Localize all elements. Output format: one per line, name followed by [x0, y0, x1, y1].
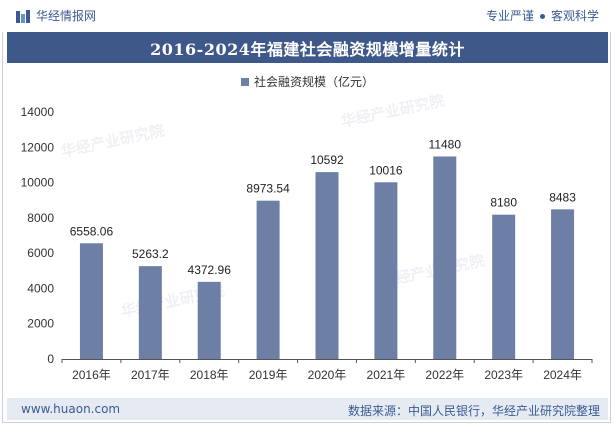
brand-name: 华经情报网 — [36, 9, 97, 23]
data-label: 4372.96 — [188, 263, 232, 277]
y-tick-label: 10000 — [21, 176, 55, 190]
bar — [197, 281, 221, 359]
data-label: 8180 — [490, 196, 517, 210]
data-source: 数据来源：中国人民银行，华经产业研究院整理 — [347, 404, 600, 418]
bars-group: 6558.06 5263.2 4372.96 8973.54 10592 10016 114… — [70, 137, 576, 359]
data-label: 10016 — [369, 163, 403, 177]
footer-url[interactable]: www.huaon.com — [21, 402, 121, 416]
bar — [256, 200, 280, 359]
top-bar: 华经情报网 专业严谨 客观科学 — [0, 0, 615, 32]
huajing-logo-icon — [16, 9, 32, 23]
data-label: 11480 — [429, 137, 462, 151]
x-tick-label: 2021年 — [367, 368, 406, 382]
legend-label: 社会融资规模（亿元） — [253, 75, 374, 89]
y-tick-label: 2000 — [27, 317, 54, 331]
x-tick-label: 2024年 — [543, 368, 582, 382]
legend-swatch — [240, 77, 249, 86]
x-tick-label: 2016年 — [72, 368, 111, 382]
y-tick-label: 14000 — [21, 105, 55, 119]
separator-dot-icon — [539, 13, 545, 19]
y-tick-label: 0 — [47, 352, 54, 366]
y-axis: 0 2000 4000 6000 8000 10000 12000 14000 — [21, 105, 55, 366]
bar — [551, 209, 575, 359]
y-tick-label: 8000 — [27, 211, 54, 225]
x-tick-label: 2020年 — [308, 368, 347, 382]
tagline-right: 客观科学 — [550, 9, 599, 23]
bar — [374, 182, 398, 359]
x-tick-label: 2022年 — [425, 368, 464, 382]
data-label: 10592 — [310, 153, 344, 167]
x-tick-label: 2017年 — [131, 368, 170, 382]
x-tick-label: 2018年 — [190, 368, 229, 382]
bar — [492, 214, 516, 359]
bar — [138, 266, 162, 359]
title-bar: 2016-2024年福建社会融资规模增量统计 — [7, 32, 608, 63]
bar — [79, 243, 103, 359]
x-axis: 2016年 2017年 2018年 2019年 2020年 2021年 2022年 2023年… — [61, 359, 593, 382]
data-label: 5263.2 — [132, 247, 169, 261]
bar — [315, 172, 339, 359]
chart-title: 2016-2024年福建社会融资规模增量统计 — [150, 39, 465, 59]
footer-bar: www.huaon.com 数据来源：中国人民银行，华经产业研究院整理 — [7, 398, 608, 420]
y-tick-label: 4000 — [27, 281, 54, 295]
brand-logo[interactable]: 华经情报网 — [16, 8, 96, 24]
data-label: 6558.06 — [70, 224, 114, 238]
chart-legend: 社会融资规模（亿元） — [0, 73, 615, 90]
x-tick-label: 2019年 — [249, 368, 288, 382]
data-label: 8483 — [549, 190, 576, 204]
tagline: 专业严谨 客观科学 — [486, 8, 599, 24]
y-tick-label: 12000 — [21, 140, 55, 154]
tagline-left: 专业严谨 — [485, 9, 534, 23]
y-tick-label: 6000 — [27, 246, 54, 260]
x-tick-label: 2023年 — [484, 368, 523, 382]
data-label: 8973.54 — [246, 182, 290, 196]
bar — [433, 156, 457, 359]
